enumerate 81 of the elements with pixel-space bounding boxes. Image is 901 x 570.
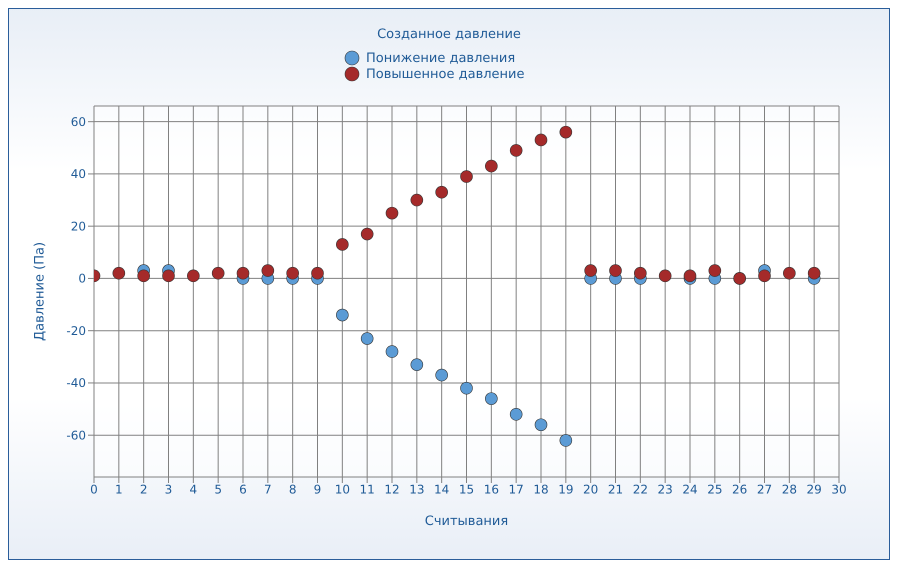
point xyxy=(510,144,522,157)
point xyxy=(286,266,299,280)
point xyxy=(112,266,126,280)
x-tick-label: 8 xyxy=(288,482,296,497)
y-tick-label: -60 xyxy=(66,428,86,442)
point xyxy=(684,270,696,282)
x-tick-label: 30 xyxy=(831,482,847,497)
point xyxy=(658,270,672,282)
x-tick-label: 24 xyxy=(682,482,698,497)
y-tick-label: 0 xyxy=(78,272,86,286)
x-tick-label: 26 xyxy=(732,482,748,497)
point xyxy=(187,270,200,282)
point xyxy=(360,332,374,345)
point xyxy=(435,368,448,382)
point xyxy=(534,134,548,146)
x-tick-label: 21 xyxy=(608,482,624,497)
point xyxy=(560,126,572,138)
x-tick-label: 25 xyxy=(707,482,722,497)
legend-label: Повышенное давление xyxy=(366,66,525,82)
point xyxy=(634,266,647,280)
x-tick-label: 9 xyxy=(314,482,322,497)
point xyxy=(137,270,150,282)
x-tick-label: 27 xyxy=(756,482,772,497)
x-tick-label: 1 xyxy=(115,482,123,497)
y-tick-label: -20 xyxy=(66,324,86,338)
x-tick-label: 0 xyxy=(90,482,98,497)
x-tick-label: 4 xyxy=(190,482,198,497)
x-tick-label: 6 xyxy=(239,482,247,497)
point xyxy=(609,264,622,277)
point xyxy=(386,345,398,358)
x-tick-label: 19 xyxy=(558,482,574,497)
x-tick-label: 20 xyxy=(583,482,598,497)
x-tick-label: 28 xyxy=(782,482,797,497)
x-tick-label: 13 xyxy=(409,482,424,497)
y-tick-label: 60 xyxy=(70,114,86,129)
x-tick-label: 16 xyxy=(484,482,499,497)
point xyxy=(435,186,448,199)
x-tick-label: 12 xyxy=(384,482,400,497)
point xyxy=(783,266,796,280)
x-tick-label: 23 xyxy=(658,482,673,497)
point xyxy=(212,266,224,280)
point xyxy=(410,358,424,371)
point xyxy=(510,408,522,421)
x-axis-title: Считывания xyxy=(424,514,508,529)
x-tick-label: 10 xyxy=(334,482,350,497)
point xyxy=(162,270,175,282)
x-tick-label: 3 xyxy=(164,482,172,497)
x-tick-label: 15 xyxy=(458,482,474,497)
point xyxy=(708,264,722,277)
x-tick-label: 22 xyxy=(632,482,648,497)
chart-title: Созданное давление xyxy=(376,26,522,42)
point xyxy=(485,392,498,405)
point xyxy=(336,308,349,322)
point xyxy=(336,238,349,251)
legend-label: Понижение давления xyxy=(366,50,516,66)
x-tick-label: 5 xyxy=(214,482,222,497)
y-tick-label: 20 xyxy=(70,219,86,234)
point xyxy=(460,382,473,394)
x-tick-label: 7 xyxy=(264,482,272,497)
y-axis-title: Давление (Па) xyxy=(32,242,48,342)
x-tick-label: 11 xyxy=(360,482,375,497)
point xyxy=(808,266,820,280)
point xyxy=(360,228,374,240)
y-tick-label: 40 xyxy=(70,167,86,182)
y-tick-label: -40 xyxy=(66,376,86,390)
point xyxy=(485,160,498,172)
point xyxy=(584,264,597,277)
point xyxy=(311,266,324,280)
x-tick-label: 2 xyxy=(140,482,148,497)
x-tick-label: 29 xyxy=(806,482,822,497)
point xyxy=(410,194,424,206)
point xyxy=(236,266,250,280)
point xyxy=(386,206,398,220)
point xyxy=(758,270,771,282)
x-tick-label: 18 xyxy=(533,482,549,497)
point xyxy=(262,264,274,277)
point xyxy=(560,434,572,447)
point xyxy=(460,170,473,183)
x-tick-label: 17 xyxy=(508,482,524,497)
point xyxy=(534,418,548,432)
x-tick-label: 14 xyxy=(434,482,450,497)
